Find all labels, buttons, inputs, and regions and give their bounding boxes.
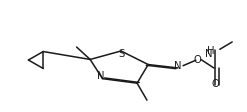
Text: S: S [118,48,124,58]
Text: O: O [211,78,219,88]
Text: O: O [194,55,202,65]
Text: N: N [97,71,104,81]
Text: H: H [207,45,215,55]
Text: N: N [174,61,182,71]
Text: N: N [206,48,213,58]
